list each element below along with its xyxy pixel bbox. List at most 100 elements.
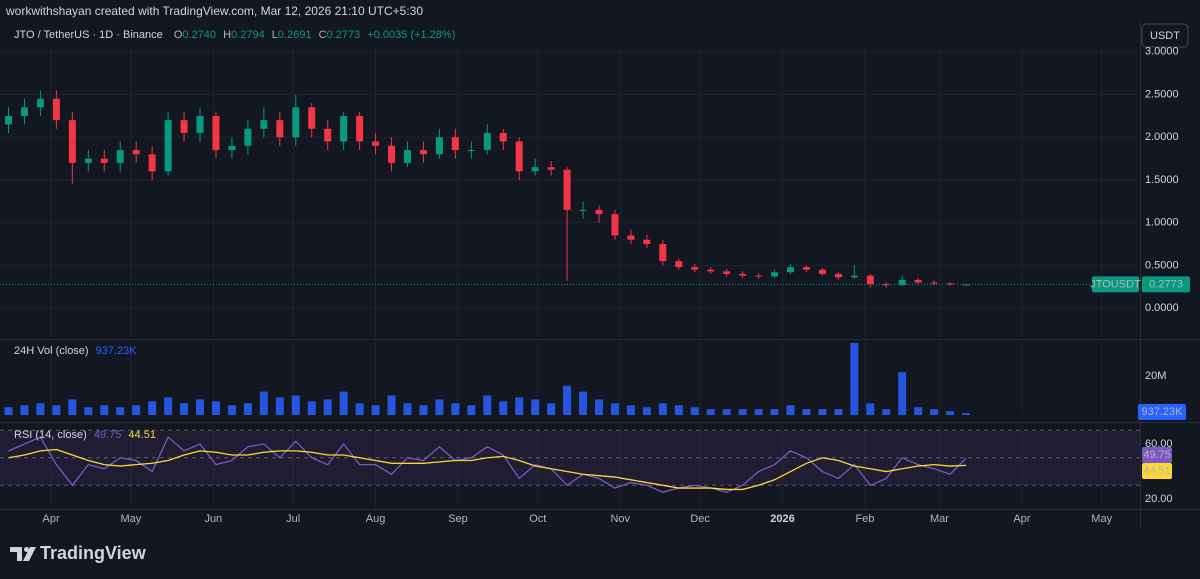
- currency-button-frame[interactable]: [1141, 23, 1189, 48]
- volume-bar: [36, 403, 45, 415]
- volume-bar: [132, 405, 141, 415]
- volume-bar: [196, 399, 205, 415]
- ohlc-value: 0.2794: [231, 29, 265, 41]
- currency-label[interactable]: USDT: [1150, 30, 1180, 42]
- candle-body: [68, 120, 76, 163]
- volume-tag-label: 937.23K: [1142, 406, 1184, 418]
- x-tick-label: 2026: [770, 513, 794, 525]
- candle-body: [739, 273, 747, 276]
- candle-body: [324, 128, 332, 142]
- candle-body: [164, 120, 172, 172]
- volume-bar: [387, 395, 396, 415]
- symbol-legend: JTO / TetherUS · 1D · Binance O0.2740 H0…: [14, 29, 455, 41]
- volume-bar: [610, 403, 619, 415]
- volume-bar: [850, 342, 859, 415]
- y-tick-label: 2.0000: [1145, 131, 1179, 143]
- candle-body: [691, 267, 699, 270]
- volume-bar: [307, 401, 316, 415]
- candle-body: [723, 271, 731, 274]
- rsi-tag-label: 44.51: [1143, 465, 1171, 477]
- candle-body: [116, 150, 124, 163]
- volume-bar: [770, 409, 779, 415]
- y-tick-label: 2.5000: [1145, 88, 1179, 100]
- candle-body: [611, 214, 619, 236]
- volume-bar: [116, 407, 125, 415]
- price-tag: [1142, 276, 1190, 293]
- x-tick-label: Apr: [1013, 513, 1030, 525]
- volume-bar: [467, 405, 476, 415]
- volume-bar: [642, 407, 651, 415]
- candle-body: [946, 283, 954, 285]
- volume-bar: [818, 409, 827, 415]
- symbol-tag-label: JTOUSDT: [1090, 278, 1141, 290]
- volume-bar: [786, 405, 795, 415]
- volume-bar: [483, 395, 492, 415]
- plot: [0, 90, 1140, 493]
- candle-body: [308, 107, 316, 129]
- currency-button[interactable]: USDT: [1141, 23, 1189, 48]
- y-tick-label: 3.0000: [1145, 46, 1179, 58]
- candle-body: [196, 115, 204, 133]
- volume-bar: [754, 409, 763, 415]
- candle-body: [132, 150, 140, 155]
- volume-bar: [100, 405, 109, 415]
- x-tick-label: Oct: [529, 513, 546, 525]
- x-tick-label: Jul: [286, 513, 300, 525]
- candle-body: [20, 107, 28, 116]
- candle-body: [276, 120, 284, 138]
- candle-body: [563, 169, 571, 210]
- candle-body: [771, 272, 779, 277]
- rsi-tag: [1142, 447, 1172, 463]
- ohlc-key: C: [319, 29, 327, 41]
- candle-body: [659, 244, 667, 262]
- volume-bar: [20, 405, 29, 415]
- candle-body: [707, 269, 715, 272]
- candle-body: [419, 150, 427, 155]
- volume-bar: [658, 403, 667, 415]
- volume-bar: [164, 397, 173, 415]
- volume-bar: [722, 409, 731, 415]
- candle-body: [36, 98, 44, 108]
- candle-body: [882, 284, 890, 286]
- candle-body: [595, 209, 603, 215]
- change: +0.0035 (+1.28%): [367, 29, 455, 41]
- volume-bar: [594, 399, 603, 415]
- volume-bar: [259, 391, 268, 415]
- volume-bar: [84, 407, 93, 415]
- y-tick-label: 0.5000: [1145, 259, 1179, 271]
- volume-bar: [371, 405, 380, 415]
- rsi-line: [8, 436, 967, 493]
- logo-icon: [24, 547, 29, 552]
- volume-bar: [547, 403, 556, 415]
- volume-bar: [802, 409, 811, 415]
- volume-bar: [243, 403, 252, 415]
- rsi-tag-label: 49.75: [1143, 449, 1171, 461]
- rsi-tag: [1142, 463, 1172, 479]
- candle-body: [148, 154, 156, 172]
- volume-bar: [4, 407, 13, 415]
- x-tick-label: May: [120, 513, 141, 525]
- candle-body: [340, 115, 348, 142]
- candle-body: [755, 275, 763, 277]
- candle-body: [212, 115, 220, 151]
- x-tick-label: Apr: [43, 513, 60, 525]
- y-tick-label: 60.00: [1145, 438, 1173, 450]
- volume-bar: [227, 405, 236, 415]
- volume-bar: [180, 403, 189, 415]
- volume-bar: [706, 409, 715, 415]
- volume-bar: [579, 391, 588, 415]
- ohlc-key: L: [272, 29, 278, 41]
- volume-bar: [690, 407, 699, 415]
- volume-bar: [866, 403, 875, 415]
- x-tick-label: Jun: [204, 513, 222, 525]
- candle-body: [451, 137, 459, 151]
- y-tick-label: 1.5000: [1145, 174, 1179, 186]
- volume-bar: [355, 403, 364, 415]
- volume-title: 24H Vol (close): [14, 345, 89, 357]
- volume-bar: [148, 401, 157, 415]
- volume-bar: [499, 401, 508, 415]
- candle-body: [898, 279, 906, 286]
- volume-bar: [531, 399, 540, 415]
- symbol: JTO / TetherUS · 1D · Binance: [14, 29, 163, 41]
- volume-bar: [52, 405, 61, 415]
